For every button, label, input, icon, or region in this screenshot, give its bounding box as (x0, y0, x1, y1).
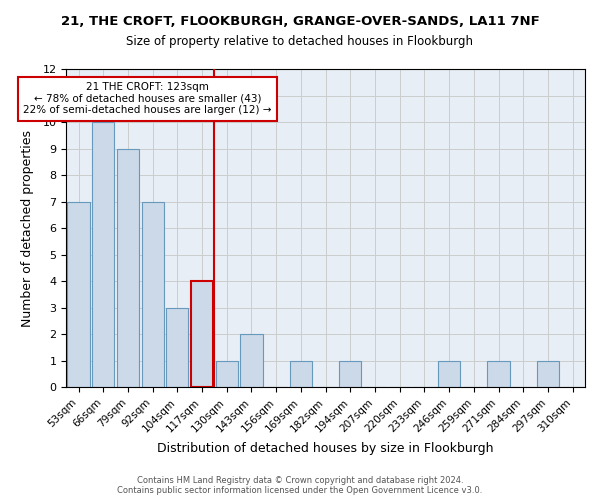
Bar (487, 360, 509, 387)
Bar (191, 281, 213, 387)
Bar (67, 202, 89, 387)
Bar (290, 360, 312, 387)
Bar (215, 360, 238, 387)
Text: Contains HM Land Registry data © Crown copyright and database right 2024.
Contai: Contains HM Land Registry data © Crown c… (118, 476, 482, 495)
X-axis label: Distribution of detached houses by size in Flookburgh: Distribution of detached houses by size … (157, 442, 494, 455)
Bar (339, 360, 361, 387)
Text: Size of property relative to detached houses in Flookburgh: Size of property relative to detached ho… (127, 35, 473, 48)
Text: 21 THE CROFT: 123sqm
← 78% of detached houses are smaller (43)
22% of semi-detac: 21 THE CROFT: 123sqm ← 78% of detached h… (23, 82, 272, 116)
Text: 21, THE CROFT, FLOOKBURGH, GRANGE-OVER-SANDS, LA11 7NF: 21, THE CROFT, FLOOKBURGH, GRANGE-OVER-S… (61, 15, 539, 28)
Bar (537, 360, 559, 387)
Bar (142, 202, 164, 387)
Y-axis label: Number of detached properties: Number of detached properties (21, 130, 34, 326)
Bar (241, 334, 263, 387)
Bar (117, 148, 139, 387)
Bar (92, 122, 115, 387)
Bar (438, 360, 460, 387)
Bar (166, 308, 188, 387)
